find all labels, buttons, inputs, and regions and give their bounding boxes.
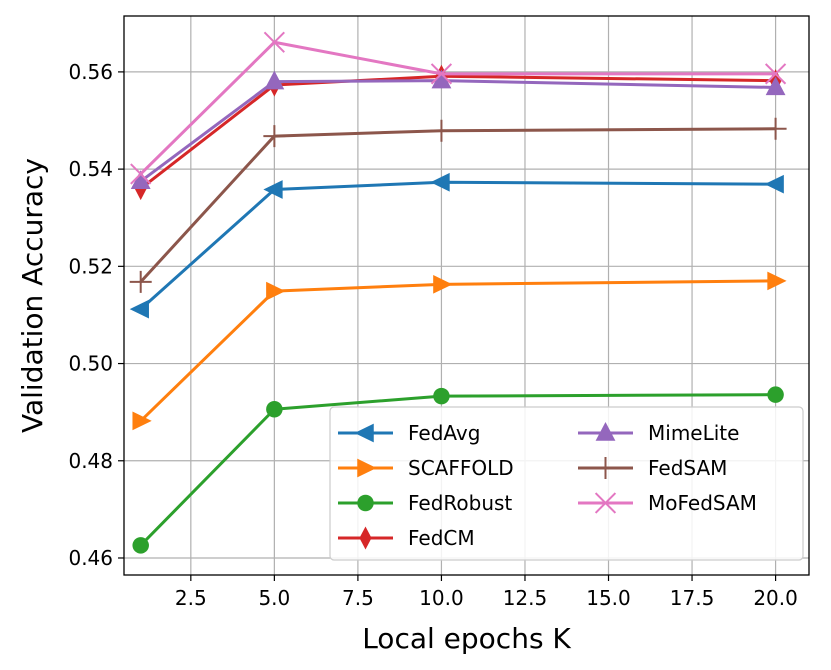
legend-label: SCAFFOLD (408, 456, 514, 480)
y-tick-label: 0.50 (68, 352, 113, 376)
data-point (132, 537, 149, 554)
legend-box (329, 406, 804, 561)
data-point (129, 270, 152, 293)
data-point (430, 63, 453, 85)
y-tick-label: 0.48 (68, 449, 113, 473)
series-lines (129, 31, 787, 554)
series-line (139, 279, 776, 422)
series-line (139, 79, 776, 183)
legend-item: FedRobust (338, 491, 512, 515)
series-fedrobust (132, 386, 784, 554)
y-tick-label: 0.52 (68, 254, 113, 278)
legend-marker (594, 457, 617, 479)
legend-label: FedSAM (648, 456, 727, 480)
y-tick-label: 0.56 (68, 60, 113, 84)
legend-label: FedRobust (408, 491, 512, 515)
x-tick-label: 15.0 (586, 586, 631, 610)
series-mofedsam (130, 31, 787, 185)
legend-marker (594, 492, 617, 514)
legend-marker (357, 458, 377, 478)
data-point (130, 163, 152, 185)
legend-item: MoFedSAM (578, 491, 757, 515)
legend-marker (357, 494, 374, 512)
legend-marker (595, 422, 616, 441)
series-scaffold (132, 271, 787, 431)
y-axis-label: Validation Accuracy (16, 158, 49, 433)
series-line (139, 180, 776, 311)
data-point (129, 299, 149, 319)
x-tick-label: 12.5 (503, 586, 548, 610)
legend-item: FedSAM (578, 456, 727, 480)
legend-item: FedAvg (338, 421, 480, 445)
data-point (431, 69, 452, 89)
x-tick-label: 5.0 (258, 586, 290, 610)
legend-marker (359, 526, 372, 550)
series-line (139, 74, 776, 190)
data-point (764, 63, 787, 85)
legend-label: MoFedSAM (648, 491, 757, 515)
data-point (263, 125, 286, 148)
legend: FedAvg SCAFFOLD FedRobust FedCM MimeLite FedS… (329, 406, 804, 561)
legend-label: MimeLite (648, 421, 739, 445)
grid (124, 16, 809, 575)
y-tick-label: 0.46 (68, 546, 113, 570)
x-tick-label: 20.0 (753, 586, 798, 610)
data-point (266, 281, 286, 301)
x-axis-ticks: 2.5 5.0 7.5 10.0 12.5 15.0 17.5 20.0 (175, 575, 798, 610)
x-axis-label: Local epochs K (362, 622, 571, 655)
data-point (130, 170, 151, 189)
x-tick-label: 17.5 (670, 586, 715, 610)
legend-item: FedCM (338, 526, 475, 550)
legend-label: FedCM (408, 526, 475, 550)
legend-marker (354, 423, 374, 443)
data-point (433, 274, 453, 294)
series-line (139, 127, 776, 283)
legend-label: FedAvg (408, 421, 480, 445)
legend-item: MimeLite (578, 421, 739, 445)
data-point (433, 387, 450, 405)
data-point (765, 76, 786, 96)
series-fedavg (129, 172, 784, 319)
data-point (430, 172, 450, 192)
series-fedsam (129, 117, 787, 293)
x-tick-label: 7.5 (342, 586, 374, 610)
data-point (430, 119, 453, 142)
legend-item: SCAFFOLD (338, 456, 514, 480)
plot-area (123, 15, 810, 576)
x-tick-label: 10.0 (419, 586, 464, 610)
data-point (767, 271, 787, 291)
data-point (764, 174, 784, 194)
y-axis-ticks: 0.46 0.48 0.50 0.52 0.54 0.56 (68, 60, 124, 570)
y-tick-label: 0.54 (68, 157, 113, 181)
series-mimelite (130, 69, 786, 189)
data-point (264, 70, 285, 90)
data-point (266, 400, 283, 418)
data-point (263, 31, 285, 53)
data-point (764, 117, 787, 140)
data-point (132, 411, 152, 431)
series-line (139, 393, 776, 547)
data-point (263, 180, 283, 199)
data-point (767, 386, 784, 403)
x-tick-label: 2.5 (175, 586, 207, 610)
series-line (139, 40, 776, 176)
